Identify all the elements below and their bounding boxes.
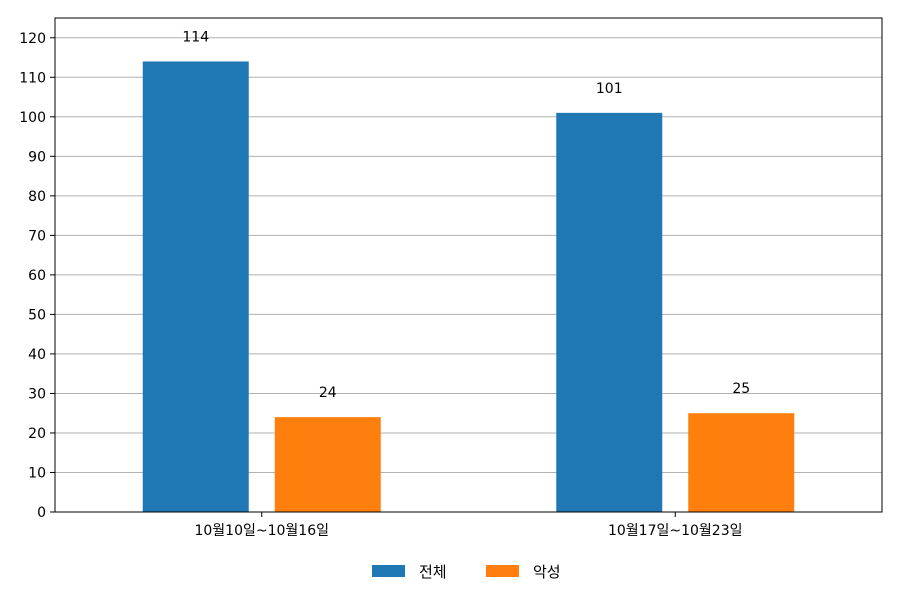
x-tick-label: 10월10일~10월16일 — [194, 523, 329, 539]
legend-swatch — [372, 565, 405, 577]
y-tick-label: 110 — [19, 70, 46, 86]
bar — [688, 413, 795, 512]
bar — [556, 112, 663, 513]
plot-frame — [54, 17, 883, 513]
y-tick-label: 30 — [28, 386, 46, 402]
bar — [142, 61, 249, 513]
legend-swatch — [486, 565, 519, 577]
y-tick-label: 60 — [28, 268, 46, 284]
legend-label: 악성 — [533, 563, 561, 581]
axes: 0 10 20 30 40 50 60 70 80 90 100 110 120 10월10일~10월16… — [19, 17, 883, 539]
bar — [274, 417, 381, 512]
y-tick-label: 50 — [28, 307, 46, 323]
y-tick-label: 10 — [28, 465, 46, 481]
bar-value-label: 25 — [732, 381, 750, 397]
y-tick-label: 90 — [28, 149, 46, 165]
bar-value-label: 101 — [596, 81, 623, 97]
bar-value-label: 114 — [182, 29, 209, 45]
y-tick-label: 120 — [19, 31, 46, 47]
y-tick-label: 100 — [19, 110, 46, 126]
bar-value-label: 24 — [319, 385, 337, 401]
legend-label: 전체 — [419, 563, 447, 581]
y-tick-label: 70 — [28, 228, 46, 244]
y-tick-label: 80 — [28, 189, 46, 205]
y-tick-label: 40 — [28, 347, 46, 363]
data-labels: 114 24 101 25 — [182, 29, 750, 401]
legend: 전체 악성 — [372, 563, 561, 581]
y-tick-label: 0 — [37, 505, 46, 521]
x-tick-label: 10월17일~10월23일 — [608, 523, 743, 539]
y-tick-label: 20 — [28, 426, 46, 442]
bars — [142, 61, 795, 513]
